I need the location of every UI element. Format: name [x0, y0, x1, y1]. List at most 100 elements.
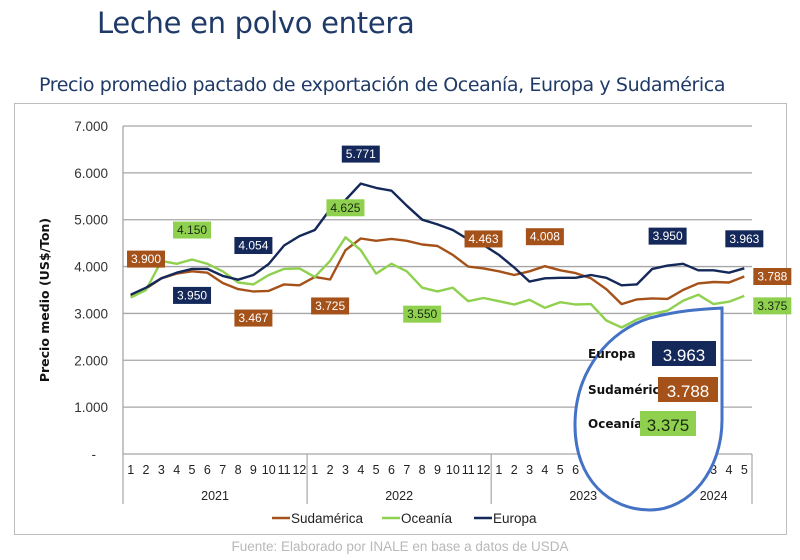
callout-value: 3.788: [667, 382, 710, 401]
data-label-box: [127, 250, 166, 268]
data-label: 4.625: [326, 199, 365, 217]
data-label-text: 3.950: [177, 288, 207, 302]
x-tick-month: 4: [357, 463, 364, 477]
x-tick-month: 8: [419, 463, 426, 477]
data-label-box: [326, 199, 365, 217]
y-tick-label: 4.000: [74, 260, 108, 275]
data-label: 4.463: [464, 230, 503, 248]
data-label-text: 3.900: [131, 252, 161, 266]
legend-label: Europa: [493, 511, 537, 526]
data-label: 3.550: [403, 305, 442, 323]
callout-value: 3.963: [663, 346, 706, 365]
chart-frame: [14, 103, 787, 535]
x-tick-month: 1: [495, 463, 502, 477]
x-tick-year: 2024: [700, 489, 728, 503]
x-tick-month: 1: [127, 463, 134, 477]
data-label: 5.771: [341, 145, 380, 163]
data-label-box: [173, 286, 212, 304]
data-label-text: 5.771: [346, 147, 376, 161]
legend-label: Sudamérica: [291, 511, 364, 526]
x-tick-month: 3: [526, 463, 533, 477]
x-tick-month: 11: [278, 463, 291, 477]
data-label: 4.150: [173, 221, 212, 239]
x-tick-month: 1: [311, 463, 318, 477]
data-label-text: 3.550: [407, 307, 437, 321]
x-tick-month: 11: [462, 463, 475, 477]
data-label-box: [403, 305, 442, 323]
x-tick-month: 3: [710, 463, 717, 477]
data-label: 3.950: [648, 227, 687, 245]
data-label-text: 4.463: [469, 232, 499, 246]
x-tick-month: 10: [446, 463, 460, 477]
callout-value-box: [652, 341, 716, 366]
callout-value: 3.375: [647, 416, 690, 435]
x-tick-month: 6: [572, 463, 579, 477]
y-tick-label: 2.000: [74, 353, 108, 368]
x-tick-month: 2: [327, 463, 334, 477]
chart-subtitle: Precio promedio pactado de exportación d…: [39, 74, 726, 96]
data-label-box: [341, 145, 380, 163]
x-tick-month: 4: [173, 463, 180, 477]
callout-value-box: [640, 411, 696, 436]
y-tick-label: 5.000: [74, 213, 108, 228]
series-lines: [130, 182, 745, 329]
legend-label: Oceanía: [401, 511, 453, 526]
x-tick-month: 4: [541, 463, 548, 477]
data-label-text: 4.054: [238, 239, 268, 253]
data-label-box: [725, 230, 764, 248]
x-tick-month: 10: [262, 463, 276, 477]
data-label: 3.963: [725, 230, 764, 248]
data-label-box: [234, 237, 273, 255]
data-label-text: 3.467: [238, 311, 268, 325]
data-label-box: [753, 268, 792, 286]
data-labels: 3.900 4.150 3.950 4.054 3.467 3.725 4.625 5.771…: [127, 145, 792, 327]
x-tick-month: 8: [235, 463, 242, 477]
x-tick-month: 6: [204, 463, 211, 477]
x-tick-month: 3: [158, 463, 165, 477]
x-tick-year: 2023: [569, 489, 597, 503]
x-tick-month: 6: [388, 463, 395, 477]
x-tick-year: 2022: [385, 489, 413, 503]
x-tick-month: 9: [434, 463, 441, 477]
data-label-text: 3.725: [315, 299, 345, 313]
data-label-text: 3.375: [757, 299, 787, 313]
x-tick-month: 7: [403, 463, 410, 477]
data-label-box: [464, 230, 503, 248]
x-tick-month: 5: [557, 463, 564, 477]
page-title: Leche en polvo entera: [97, 6, 415, 40]
source-note: Fuente: Elaborado por INALE en base a da…: [231, 539, 569, 554]
data-label: 3.725: [311, 297, 350, 315]
data-label: 3.900: [127, 250, 166, 268]
x-tick-month: 9: [250, 463, 257, 477]
callout-series-name: Oceanía: [588, 417, 642, 431]
y-axis-ticks: - 1.000 2.000 3.000 4.000 5.000 6.000 7.000: [74, 119, 108, 462]
y-tick-label: 3.000: [74, 306, 108, 321]
data-label: 3.375: [753, 297, 792, 315]
data-label: 4.054: [234, 237, 273, 255]
x-tick-month: 5: [741, 463, 748, 477]
x-tick-month: 12: [477, 463, 491, 477]
callout-bubble: [573, 306, 724, 512]
legend: Sudamérica Oceanía Europa: [272, 511, 537, 526]
y-tick-label: 1.000: [74, 400, 108, 415]
x-tick-month: 3: [342, 463, 349, 477]
x-tick-month: 7: [219, 463, 226, 477]
data-label-text: 4.150: [177, 223, 207, 237]
callout-value-box: [658, 377, 718, 402]
data-label: 3.467: [234, 309, 273, 327]
x-tick-month: 5: [373, 463, 380, 477]
data-label-text: 3.950: [653, 229, 683, 243]
x-tick-year: 2021: [201, 489, 229, 503]
y-tick-label: -: [92, 447, 97, 462]
x-tick-month: 4: [726, 463, 733, 477]
series-line-sudamrica: [130, 237, 745, 306]
callout-series-name: Sudamérica: [588, 383, 668, 397]
data-label-box: [311, 297, 350, 315]
data-label-text: 3.963: [729, 232, 759, 246]
data-label-box: [648, 227, 687, 245]
series-line-europa: [130, 182, 745, 296]
data-label-box: [753, 297, 792, 315]
data-label-text: 4.625: [330, 201, 360, 215]
